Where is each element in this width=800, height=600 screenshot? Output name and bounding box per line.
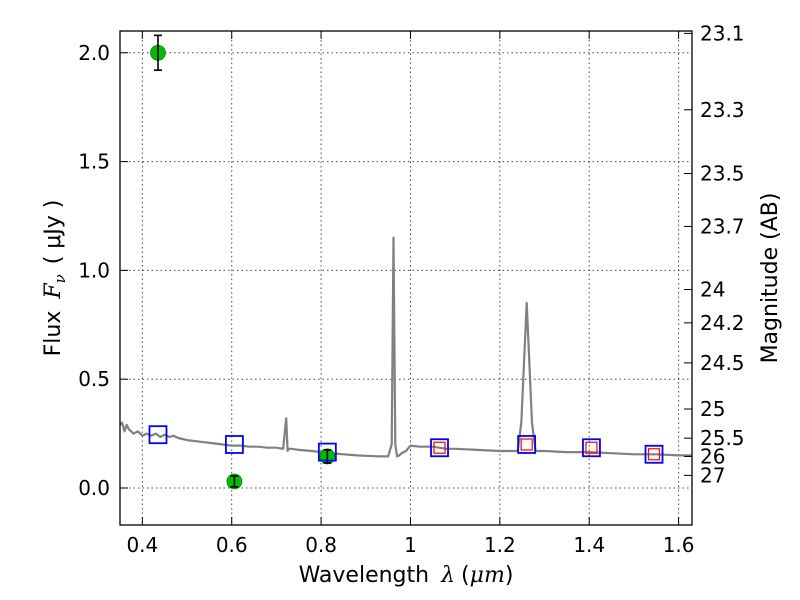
- nir-square-marker: [520, 438, 533, 451]
- mag-tick-label: 24.5: [700, 351, 745, 375]
- model-square-marker: [430, 438, 449, 458]
- y-tick-label: 1.0: [78, 258, 110, 282]
- mag-tick-label: 27: [700, 463, 725, 487]
- model-square-marker: [582, 438, 601, 458]
- plot-area: [120, 34, 692, 490]
- mag-tick-label: 24.2: [700, 311, 745, 335]
- model-square-marker: [644, 444, 664, 464]
- x-axis-label: Wavelength λ (μm): [299, 563, 514, 588]
- x-tick-label: 0.4: [126, 533, 158, 557]
- y-axis-label: FluxFν( μJy ): [41, 200, 69, 357]
- x-tick-label: 0.8: [305, 533, 337, 557]
- x-tick-label: 1.4: [573, 533, 605, 557]
- x-tick-label: 1.2: [484, 533, 516, 557]
- model-square-marker: [148, 425, 168, 445]
- mag-tick-label: 25.5: [700, 426, 745, 450]
- axes-ticks: 0.4 0.6 0.8 1 1.2 1.4 1.6 0.0 0.5 1.0 1.5 2.0 23.1 23…: [78, 21, 744, 557]
- plot-data-group: [120, 34, 692, 490]
- y-tick-label: 2.0: [78, 41, 110, 65]
- mag-tick-label: 23.3: [700, 98, 745, 122]
- nir-square-marker: [433, 441, 446, 454]
- mag-tick-label: 25: [700, 397, 725, 421]
- spectrum-line: [120, 236, 692, 458]
- nir-square-marker: [647, 448, 661, 461]
- x-tick-label: 0.6: [216, 533, 248, 557]
- mag-tick-label: 23.1: [700, 21, 745, 45]
- x-tick-label: 1.6: [663, 533, 695, 557]
- mag-tick-label: 26: [700, 444, 725, 468]
- x-tick-label: 1: [404, 533, 417, 557]
- y-tick-label: 0.5: [78, 367, 110, 391]
- mag-tick-label: 23.7: [700, 214, 745, 238]
- plot-frame: [119, 30, 693, 526]
- nir-square-marker: [585, 441, 598, 454]
- grid: [120, 31, 692, 525]
- model-square-marker: [224, 435, 244, 454]
- model-square-marker: [317, 442, 337, 462]
- model-square-marker: [517, 435, 537, 454]
- mag-tick-label: 24: [700, 278, 725, 302]
- y-tick-label: 0.0: [78, 476, 110, 500]
- mag-tick-label: 23.5: [700, 162, 745, 186]
- y-tick-label: 1.5: [78, 150, 110, 174]
- y2-axis-label: Magnitude (AB): [758, 193, 783, 364]
